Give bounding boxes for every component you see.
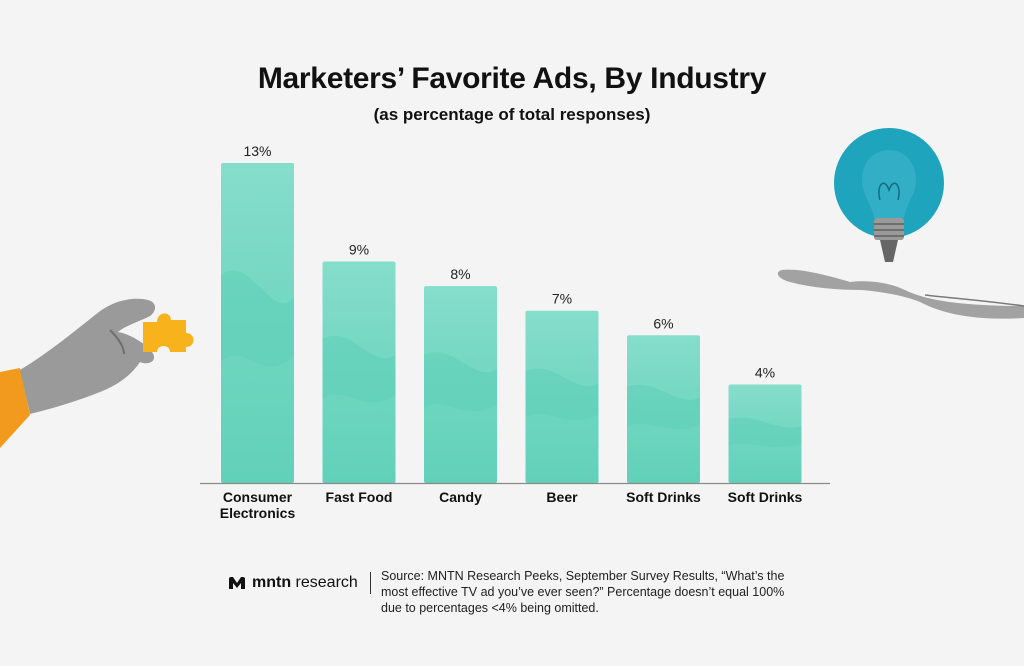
category-label: Consumer [223,489,293,505]
bar-texture [322,335,396,403]
value-label: 8% [450,266,470,282]
category-label: Electronics [220,505,296,521]
hand-right-icon [777,269,1024,319]
category-label: Fast Food [326,489,393,505]
mntn-research-logo: mntn research [228,574,358,592]
bar [728,384,802,483]
mntn-logo-icon [229,577,245,589]
value-label: 6% [653,315,673,331]
value-label: 7% [552,291,572,307]
puzzle-piece-icon [143,313,194,352]
category-label: Soft Drinks [626,489,701,505]
chart-subtitle: (as percentage of total responses) [373,105,651,124]
bar [525,310,599,483]
category-label: Soft Drinks [728,489,803,505]
bar [424,286,497,483]
logo-rest-text: research [291,574,358,591]
footer-divider [370,572,371,594]
bar-texture [728,417,802,448]
bar-texture [525,368,599,421]
category-label: Candy [439,489,482,505]
source-note: Source: MNTN Research Peeks, September S… [381,569,785,615]
chart-title: Marketers’ Favorite Ads, By Industry [257,62,767,95]
value-label: 9% [349,241,369,257]
bar-texture [627,384,700,430]
bar [322,261,396,483]
bar [627,335,700,483]
bar [221,163,294,483]
bar-texture [221,270,294,367]
value-label: 13% [243,143,271,159]
sleeve-icon [0,368,30,448]
category-label: Beer [546,489,578,505]
bar-texture [424,352,497,412]
logo-brand-text: mntn [252,574,292,591]
value-label: 4% [755,365,775,381]
hand-left-icon [20,298,156,414]
